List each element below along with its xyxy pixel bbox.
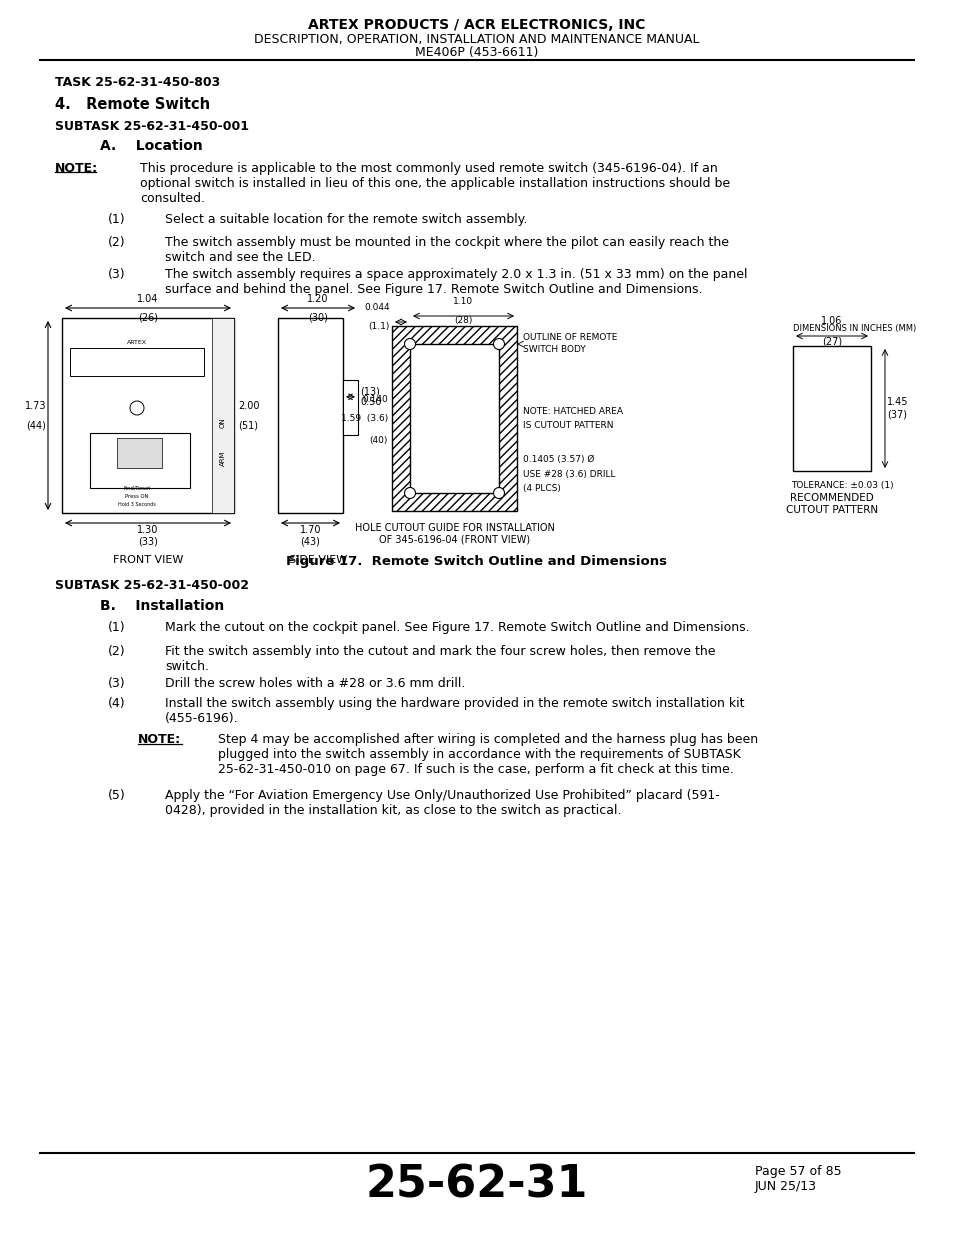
Text: (1): (1) [108,621,126,634]
Text: USE #28 (3.6) DRILL: USE #28 (3.6) DRILL [522,469,615,478]
Text: This procedure is applicable to the most commonly used remote switch (345-6196-0: This procedure is applicable to the most… [140,162,729,205]
Text: NOTE:: NOTE: [138,734,181,746]
Text: 1.20: 1.20 [307,294,329,304]
Text: DESCRIPTION, OPERATION, INSTALLATION AND MAINTENANCE MANUAL: DESCRIPTION, OPERATION, INSTALLATION AND… [254,33,699,46]
Circle shape [404,338,416,350]
Text: (3): (3) [108,677,126,690]
Text: (28): (28) [454,316,472,325]
Bar [117,438,162,468]
Text: OUTLINE OF REMOTE: OUTLINE OF REMOTE [522,333,617,342]
Text: 1.10: 1.10 [453,296,473,306]
Text: TASK 25-62-31-450-803: TASK 25-62-31-450-803 [55,77,220,89]
Text: (27): (27) [821,336,841,346]
Text: ARTEX PRODUCTS / ACR ELECTRONICS, INC: ARTEX PRODUCTS / ACR ELECTRONICS, INC [308,19,645,32]
Text: SUBTASK 25-62-31-450-002: SUBTASK 25-62-31-450-002 [55,579,249,592]
Text: ON: ON [220,417,226,429]
Text: 1.04: 1.04 [137,294,158,304]
Bar [410,345,498,493]
Text: OF 345-6196-04 (FRONT VIEW): OF 345-6196-04 (FRONT VIEW) [378,535,530,545]
Circle shape [130,401,144,415]
Text: 0.1405 (3.57) Ø: 0.1405 (3.57) Ø [522,454,594,463]
Text: The switch assembly requires a space approximately 2.0 x 1.3 in. (51 x 33 mm) on: The switch assembly requires a space app… [165,268,747,296]
Text: DIMENSIONS IN INCHES (MM): DIMENSIONS IN INCHES (MM) [792,324,915,333]
Text: 1.06: 1.06 [821,316,841,326]
Bar [70,348,204,375]
Text: Press ON: Press ON [125,494,149,499]
Text: 2.00: 2.00 [237,400,259,411]
Text: NOTE: HATCHED AREA: NOTE: HATCHED AREA [522,406,622,416]
Circle shape [493,338,504,350]
Text: ELT: ELT [132,350,142,354]
Circle shape [493,488,504,499]
Text: ARTEX: ARTEX [127,340,147,345]
Bar [277,317,343,513]
Text: B.    Installation: B. Installation [100,599,224,613]
Text: The switch assembly must be mounted in the cockpit where the pilot can easily re: The switch assembly must be mounted in t… [165,236,728,264]
Text: 0.140: 0.140 [362,395,388,405]
Text: (5): (5) [108,789,126,802]
Text: (13): (13) [359,387,379,396]
Text: Find/Reset: Find/Reset [123,485,151,490]
Bar [792,346,870,471]
Text: (30): (30) [308,312,328,324]
Circle shape [404,488,416,499]
Text: (1.1): (1.1) [368,322,390,331]
Text: ARM: ARM [220,451,226,466]
Text: (2): (2) [108,645,126,658]
Text: 1.73: 1.73 [25,400,46,411]
Text: 1.30: 1.30 [137,525,158,535]
Text: JUN 25/13: JUN 25/13 [754,1179,816,1193]
Text: Fit the switch assembly into the cutout and mark the four screw holes, then remo: Fit the switch assembly into the cutout … [165,645,715,673]
Text: (33): (33) [138,536,158,546]
Text: SUBTASK 25-62-31-450-001: SUBTASK 25-62-31-450-001 [55,120,249,133]
Text: Select a suitable location for the remote switch assembly.: Select a suitable location for the remot… [165,212,527,226]
Text: Install the switch assembly using the hardware provided in the remote switch ins: Install the switch assembly using the ha… [165,697,743,725]
Text: 1.45: 1.45 [886,398,907,408]
Text: Step 4 may be accomplished after wiring is completed and the harness plug has be: Step 4 may be accomplished after wiring … [218,734,758,776]
Text: (2): (2) [108,236,126,249]
Text: RECOMMENDED: RECOMMENDED [789,493,873,503]
Text: Hold 3 Seconds: Hold 3 Seconds [118,503,155,508]
Text: IS CUTOUT PATTERN: IS CUTOUT PATTERN [522,421,613,431]
Text: Drill the screw holes with a #28 or 3.6 mm drill.: Drill the screw holes with a #28 or 3.6 … [165,677,465,690]
Text: (44): (44) [26,420,46,430]
Text: HOLE CUTOUT GUIDE FOR INSTALLATION: HOLE CUTOUT GUIDE FOR INSTALLATION [355,522,554,534]
Text: FRONT VIEW: FRONT VIEW [112,555,183,564]
Text: (43): (43) [300,536,320,546]
Text: 25-62-31: 25-62-31 [365,1163,588,1207]
Bar [90,433,190,488]
Text: 1.59  (3.6): 1.59 (3.6) [340,414,388,424]
Text: Apply the “For Aviation Emergency Use Only/Unauthorized Use Prohibited” placard : Apply the “For Aviation Emergency Use On… [165,789,719,818]
Text: A.    Location: A. Location [100,140,203,153]
Text: (4): (4) [108,697,126,710]
Text: (3): (3) [108,268,126,282]
Text: TOLERANCE: ±0.03 (1): TOLERANCE: ±0.03 (1) [790,480,893,490]
Text: (51): (51) [237,420,257,430]
Text: CUTOUT PATTERN: CUTOUT PATTERN [785,505,877,515]
Text: (4 PLCS): (4 PLCS) [522,484,560,493]
Text: ME406P (453-6611): ME406P (453-6611) [415,46,538,59]
Text: Mark the cutout on the cockpit panel. See Figure 17. Remote Switch Outline and D: Mark the cutout on the cockpit panel. Se… [165,621,749,634]
Text: (26): (26) [138,312,158,324]
Text: Page 57 of 85: Page 57 of 85 [754,1165,841,1178]
Text: Figure 17.  Remote Switch Outline and Dimensions: Figure 17. Remote Switch Outline and Dim… [286,555,667,568]
Bar [62,317,233,513]
Text: (1): (1) [108,212,126,226]
Text: (40): (40) [369,436,388,445]
Text: SWITCH BODY: SWITCH BODY [522,346,585,354]
Bar [392,326,517,511]
Text: 4.   Remote Switch: 4. Remote Switch [55,98,210,112]
Text: SIDE VIEW: SIDE VIEW [289,555,347,564]
Text: 0.50: 0.50 [359,396,381,406]
Text: 1.70: 1.70 [299,525,321,535]
Bar [212,317,233,513]
Bar [343,380,357,435]
Text: 0.044: 0.044 [364,303,390,312]
Text: NOTE:: NOTE: [55,162,98,175]
Text: (37): (37) [886,410,906,420]
